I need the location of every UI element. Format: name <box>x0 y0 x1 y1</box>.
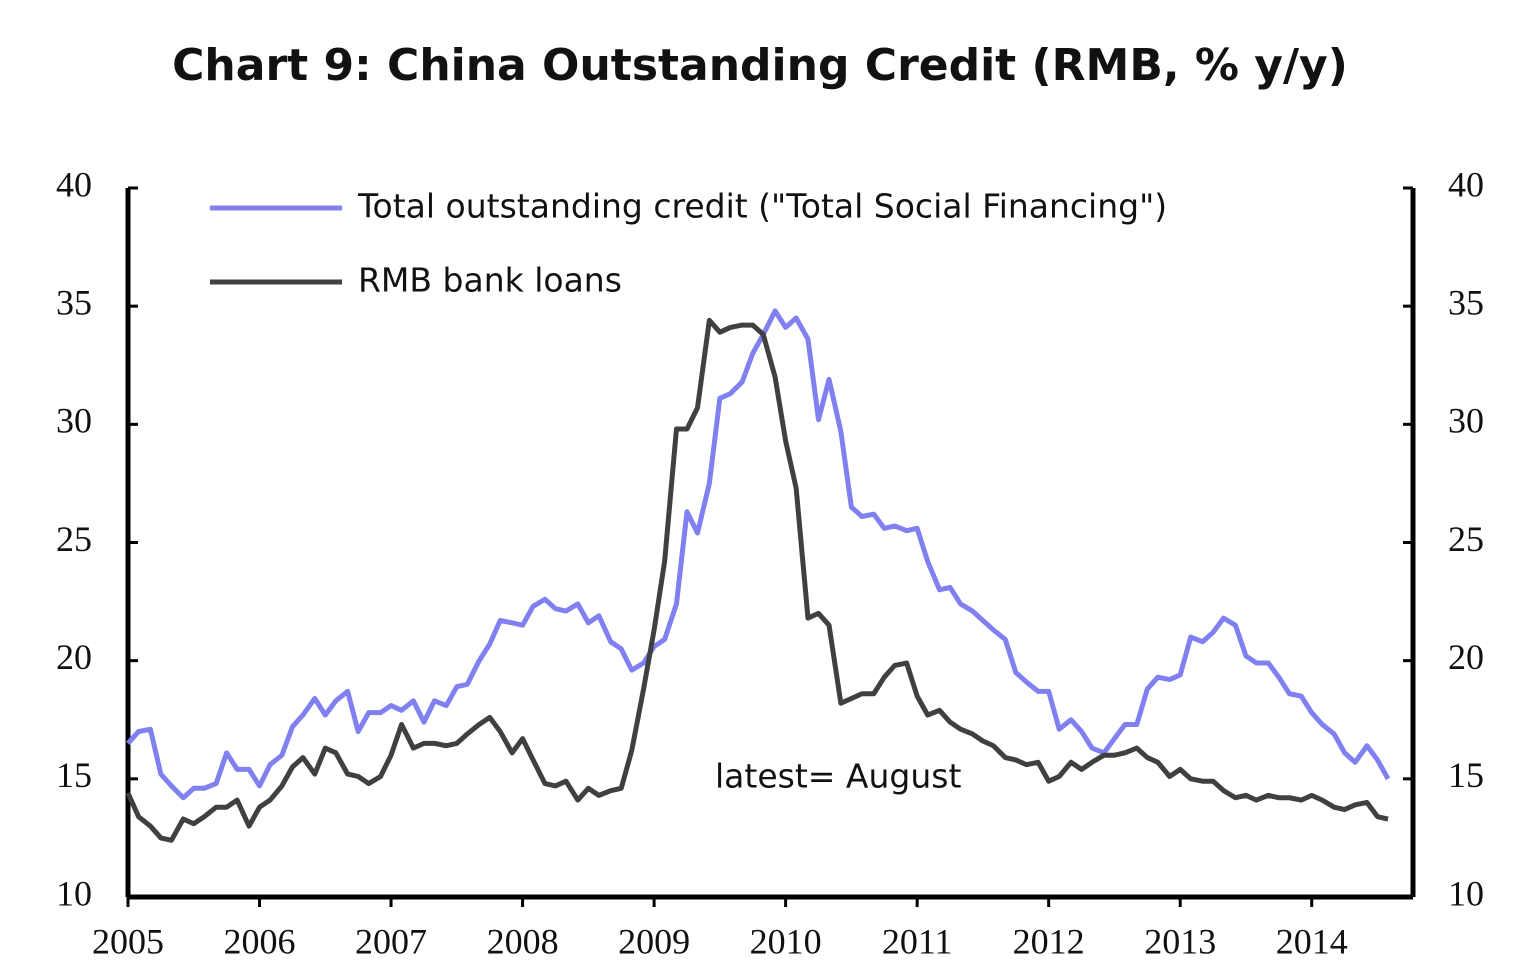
y-tick-label: 40 <box>56 164 92 204</box>
y-tick-label: 10 <box>56 873 92 913</box>
y-tick-label: 20 <box>56 637 92 677</box>
series-line <box>126 308 1391 801</box>
y2-tick-label: 15 <box>1448 755 1484 795</box>
x-tick-label: 2014 <box>1276 921 1348 961</box>
y2-tick-label: 20 <box>1448 637 1484 677</box>
y2-tick-label: 35 <box>1448 282 1484 322</box>
x-tick-label: 2010 <box>750 921 822 961</box>
y2-tick-label: 40 <box>1448 164 1484 204</box>
legend-label: RMB bank loans <box>358 261 622 300</box>
x-tick-label: 2006 <box>224 921 296 961</box>
y-tick-label: 35 <box>56 282 92 322</box>
x-tick-label: 2011 <box>882 921 953 961</box>
chart-title: Chart 9: China Outstanding Credit (RMB, … <box>172 40 1348 91</box>
y-tick-label: 25 <box>56 519 92 559</box>
x-tick-label: 2012 <box>1013 921 1085 961</box>
series-line <box>125 317 1389 843</box>
y2-tick-label: 10 <box>1448 873 1484 913</box>
x-tick-label: 2005 <box>92 921 164 961</box>
y2-tick-label: 30 <box>1448 401 1484 441</box>
x-tick-label: 2009 <box>618 921 690 961</box>
y-tick-label: 15 <box>56 755 92 795</box>
y-tick-label: 30 <box>56 401 92 441</box>
legend-label: Total outstanding credit ("Total Social … <box>357 187 1167 226</box>
y2-tick-label: 25 <box>1448 519 1484 559</box>
x-tick-label: 2007 <box>355 921 427 961</box>
x-tick-label: 2008 <box>487 921 559 961</box>
x-tick-label: 2013 <box>1144 921 1216 961</box>
annotation: latest= August <box>715 757 961 796</box>
